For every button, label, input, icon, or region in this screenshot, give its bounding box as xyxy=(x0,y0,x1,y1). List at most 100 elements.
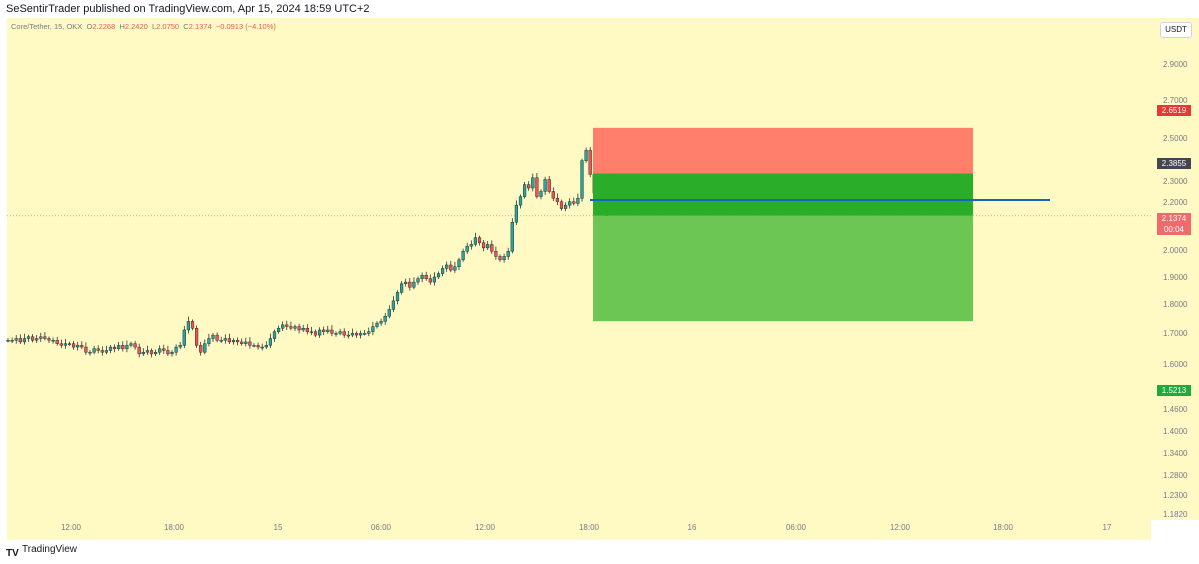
candle-body xyxy=(461,251,465,261)
legend-close-label: C xyxy=(183,22,189,31)
candle-body xyxy=(108,346,113,351)
candle-body xyxy=(510,222,514,252)
candle-body xyxy=(293,326,297,329)
candle-body xyxy=(313,331,318,336)
candle-body xyxy=(473,237,477,245)
candle-body xyxy=(153,351,158,355)
current-price-label: 2.1374 00:04 xyxy=(1157,213,1191,235)
time-tick-label: 15 xyxy=(273,523,283,532)
price-tick-label: 2.0000 xyxy=(1163,246,1188,255)
entry-price-label: 2.3855 xyxy=(1157,158,1191,169)
candle-body xyxy=(92,348,96,353)
time-tick-label: 18:00 xyxy=(992,523,1014,532)
legend-low-label: L xyxy=(151,22,157,31)
candle-body xyxy=(272,331,277,339)
candle-body xyxy=(338,331,342,334)
candle-body xyxy=(318,329,322,336)
candle-body xyxy=(125,345,129,349)
candle-body xyxy=(441,268,445,274)
legend-high: 2.2420 xyxy=(124,22,148,31)
publish-header: SeSentirTrader published on TradingView.… xyxy=(0,0,1199,18)
candle-body xyxy=(71,343,76,348)
time-tick-label: 16 xyxy=(687,523,697,532)
stop-price-label: 2.6519 xyxy=(1157,105,1191,116)
candle-body xyxy=(379,321,383,324)
candle-body xyxy=(170,351,174,355)
candle-body xyxy=(260,346,264,349)
candle-body xyxy=(47,338,51,341)
candle-body xyxy=(240,341,244,344)
candle-body xyxy=(39,336,43,339)
candle-body xyxy=(326,329,330,332)
candle-body xyxy=(182,329,186,346)
candle-body xyxy=(22,338,26,343)
candle-body xyxy=(498,256,502,261)
candle-body xyxy=(371,326,375,332)
candle-body xyxy=(256,345,260,348)
footer: TV TradingView xyxy=(0,540,1199,560)
candle-body xyxy=(391,300,395,310)
current-price-value: 2.1374 xyxy=(1161,214,1187,223)
candle-body xyxy=(301,328,305,331)
profit-zone-remaining xyxy=(593,215,973,322)
candle-body xyxy=(55,340,59,344)
candle-body xyxy=(96,348,100,351)
candle-body xyxy=(531,177,535,189)
time-axis[interactable] xyxy=(7,520,1151,540)
candle-body xyxy=(59,343,63,346)
legend-close: 2.1374 xyxy=(188,22,212,31)
candle-body xyxy=(518,196,523,206)
tradingview-logo-icon: TV xyxy=(6,548,19,559)
candle-body xyxy=(174,346,178,353)
candle-body xyxy=(408,281,412,288)
time-tick-label: 18:00 xyxy=(578,523,600,532)
profit-zone-filled xyxy=(593,173,973,216)
candle-body xyxy=(432,276,436,283)
candle-body xyxy=(387,309,391,317)
price-tick-label: 2.2000 xyxy=(1163,198,1188,207)
candle-body xyxy=(231,340,236,343)
candle-body xyxy=(367,331,371,334)
candle-body xyxy=(26,336,31,339)
candle-body xyxy=(203,343,207,353)
candle-body xyxy=(359,333,363,336)
candle-body xyxy=(354,333,359,336)
candle-body xyxy=(6,340,10,342)
publish-info: SeSentirTrader published on TradingView.… xyxy=(6,3,370,15)
candle-body xyxy=(76,345,80,348)
candle-body xyxy=(584,150,588,161)
candle-body xyxy=(121,345,125,349)
time-tick-label: 18:00 xyxy=(163,523,185,532)
candle-body xyxy=(547,179,551,192)
currency-badge[interactable]: USDT xyxy=(1160,22,1192,38)
candle-body xyxy=(469,244,473,247)
candle-body xyxy=(416,278,420,283)
price-tick-label: 2.3000 xyxy=(1163,177,1188,186)
price-tick-label: 1.4000 xyxy=(1163,427,1188,436)
candle-body xyxy=(268,338,272,346)
candle-body xyxy=(149,350,154,355)
candle-body xyxy=(297,326,301,331)
candle-body xyxy=(117,345,121,349)
candle-body xyxy=(88,351,92,354)
candle-body xyxy=(436,273,441,278)
candle-body xyxy=(477,237,482,243)
candle-body xyxy=(137,346,141,355)
candle-body xyxy=(453,266,457,271)
candle-body xyxy=(178,345,182,348)
price-tick-label: 1.1820 xyxy=(1163,510,1188,519)
candle-body xyxy=(465,245,469,252)
candle-body xyxy=(330,329,334,334)
candle-body xyxy=(404,281,408,284)
candle-body xyxy=(248,341,252,346)
candle-body xyxy=(551,191,555,199)
candle-body xyxy=(424,275,428,279)
candle-body xyxy=(502,256,506,261)
candle-body xyxy=(486,244,490,249)
legend-change: −0.0913 (−4.10%) xyxy=(215,22,276,31)
candle-body xyxy=(67,343,72,345)
candle-body xyxy=(227,338,231,343)
candle-body xyxy=(162,348,166,351)
price-axis[interactable] xyxy=(1151,18,1199,520)
candle-body xyxy=(395,292,400,302)
